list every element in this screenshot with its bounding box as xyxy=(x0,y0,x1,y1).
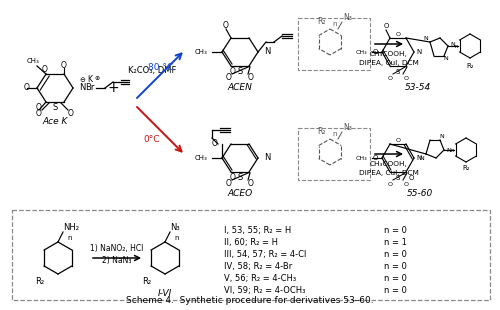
Text: 1) NaNO₂, HCl: 1) NaNO₂, HCl xyxy=(90,243,144,253)
Text: Br: Br xyxy=(86,83,95,92)
Text: O: O xyxy=(388,76,392,81)
Text: DIPEA, CuI, DCM: DIPEA, CuI, DCM xyxy=(359,170,419,176)
Text: O: O xyxy=(212,140,218,148)
Text: V, 56; R₂ = 4-CH₃: V, 56; R₂ = 4-CH₃ xyxy=(224,274,296,283)
Text: O: O xyxy=(396,32,400,37)
Text: R₂: R₂ xyxy=(35,277,44,286)
Text: I, 53, 55; R₂ = H: I, 53, 55; R₂ = H xyxy=(224,226,291,235)
Text: N: N xyxy=(423,36,428,41)
Text: ACEO: ACEO xyxy=(228,189,252,198)
Text: S: S xyxy=(52,104,58,113)
Text: O: O xyxy=(372,155,378,161)
Text: R₂: R₂ xyxy=(142,277,151,286)
Text: ACEN: ACEN xyxy=(228,82,252,91)
Text: O: O xyxy=(404,181,408,187)
Text: O: O xyxy=(226,179,232,188)
Text: CH₃: CH₃ xyxy=(356,156,367,161)
Text: O: O xyxy=(68,108,74,117)
Text: n = 0: n = 0 xyxy=(384,250,407,259)
Text: O: O xyxy=(42,64,48,73)
Text: N: N xyxy=(264,153,270,162)
Text: n = 0: n = 0 xyxy=(384,262,407,271)
Text: n: n xyxy=(175,235,179,241)
Text: CH₃COOH,: CH₃COOH, xyxy=(370,161,408,167)
Text: I-VI: I-VI xyxy=(158,290,172,299)
Text: O: O xyxy=(248,179,254,188)
Text: O: O xyxy=(226,73,232,82)
Text: N: N xyxy=(440,135,444,140)
Text: O: O xyxy=(384,23,388,29)
Text: CH₃: CH₃ xyxy=(194,49,207,55)
Text: 2) NaN₃: 2) NaN₃ xyxy=(102,255,132,264)
Text: n: n xyxy=(68,235,72,241)
Text: O: O xyxy=(372,49,378,55)
Text: Scheme 4.  Synthetic procedure for derivatives 53–60.: Scheme 4. Synthetic procedure for deriva… xyxy=(126,296,374,305)
Text: N: N xyxy=(416,155,421,161)
Text: S: S xyxy=(238,174,242,183)
Text: IV, 58; R₂ = 4-Br: IV, 58; R₂ = 4-Br xyxy=(224,262,292,271)
Text: N: N xyxy=(416,49,421,55)
Text: R₂: R₂ xyxy=(462,165,470,171)
Text: O: O xyxy=(61,60,67,69)
Text: S: S xyxy=(396,175,400,181)
Text: +: + xyxy=(107,81,119,95)
Text: N: N xyxy=(450,42,455,47)
Text: CH₃: CH₃ xyxy=(356,50,367,55)
Bar xyxy=(298,128,370,180)
Text: R₂: R₂ xyxy=(466,63,474,69)
Text: Ace K: Ace K xyxy=(42,117,68,126)
Text: O: O xyxy=(223,20,229,29)
Text: 55-60: 55-60 xyxy=(407,189,433,198)
Text: N: N xyxy=(444,56,448,61)
Text: K: K xyxy=(87,76,92,85)
Text: R₂: R₂ xyxy=(318,127,326,136)
Text: N: N xyxy=(79,83,86,92)
Text: K₂CO₃, DMF: K₂CO₃, DMF xyxy=(128,65,176,74)
Text: CH₃: CH₃ xyxy=(194,155,207,161)
Text: 80 °C: 80 °C xyxy=(148,64,173,73)
Text: VI, 59; R₂ = 4-OCH₃: VI, 59; R₂ = 4-OCH₃ xyxy=(224,286,306,295)
Text: N₃: N₃ xyxy=(344,14,352,23)
Text: n = 0: n = 0 xyxy=(384,226,407,235)
Text: DIPEA, CuI, DCM: DIPEA, CuI, DCM xyxy=(359,60,419,66)
Text: ⊕: ⊕ xyxy=(94,76,99,81)
Text: O: O xyxy=(404,76,408,81)
Text: O: O xyxy=(396,138,400,143)
Bar xyxy=(298,18,370,70)
Text: n = 0: n = 0 xyxy=(384,274,407,283)
Text: n: n xyxy=(454,45,458,50)
Text: n: n xyxy=(333,131,337,137)
Text: N₃: N₃ xyxy=(344,123,352,132)
Text: n: n xyxy=(333,21,337,27)
Text: O: O xyxy=(230,68,236,77)
Text: n = 0: n = 0 xyxy=(384,286,407,295)
Text: O: O xyxy=(230,174,236,183)
Text: O: O xyxy=(36,103,42,112)
Text: S: S xyxy=(396,69,400,75)
Text: O: O xyxy=(408,175,414,181)
Text: O: O xyxy=(24,83,30,92)
Text: O: O xyxy=(388,181,392,187)
Text: CH₃: CH₃ xyxy=(26,58,40,64)
Text: N: N xyxy=(264,47,270,56)
Text: N₃: N₃ xyxy=(170,224,179,232)
Text: N: N xyxy=(419,156,424,161)
Bar xyxy=(12,210,490,300)
Text: II, 60; R₂ = H: II, 60; R₂ = H xyxy=(224,238,278,247)
Text: S: S xyxy=(238,68,242,77)
Text: N: N xyxy=(446,148,451,153)
Text: n: n xyxy=(450,148,454,153)
Text: III, 54, 57; R₂ = 4-Cl: III, 54, 57; R₂ = 4-Cl xyxy=(224,250,306,259)
Text: 53-54: 53-54 xyxy=(405,83,431,92)
Text: 0°C: 0°C xyxy=(143,135,160,144)
Text: n = 1: n = 1 xyxy=(384,238,407,247)
Text: NH₂: NH₂ xyxy=(63,224,79,232)
Text: R₂: R₂ xyxy=(318,17,326,26)
Text: O: O xyxy=(248,73,254,82)
Text: O: O xyxy=(36,108,42,117)
Text: CH₃COOH,: CH₃COOH, xyxy=(370,51,408,57)
Text: ⊖: ⊖ xyxy=(79,77,85,83)
